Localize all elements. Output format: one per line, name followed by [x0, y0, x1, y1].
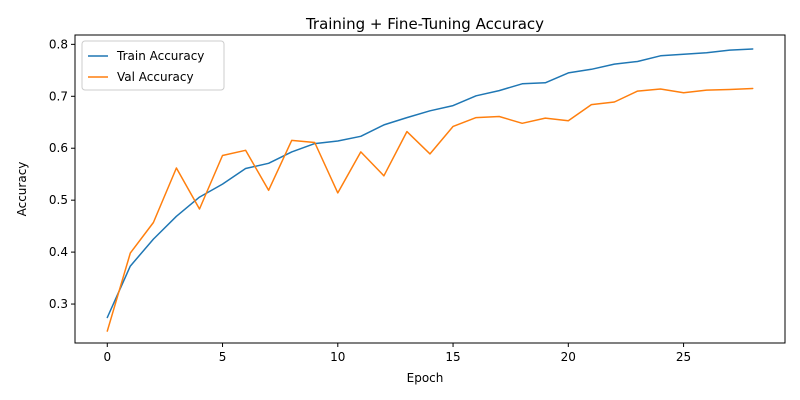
- x-tick-label: 10: [330, 350, 345, 364]
- x-tick-label: 20: [561, 350, 576, 364]
- y-tick-label: 0.6: [49, 141, 68, 155]
- x-tick-label: 5: [219, 350, 227, 364]
- legend: Train Accuracy Val Accuracy: [81, 40, 225, 91]
- chart-title: Training + Fine-Tuning Accuracy: [305, 15, 544, 33]
- x-tick-label: 25: [676, 350, 691, 364]
- y-tick-label: 0.5: [49, 193, 68, 207]
- y-tick-label: 0.4: [49, 245, 68, 259]
- x-axis: 0 5 10 15 20 25: [103, 343, 691, 364]
- y-tick-label: 0.7: [49, 89, 68, 103]
- x-axis-label: Epoch: [407, 371, 444, 385]
- legend-box: [81, 40, 225, 91]
- x-tick-label: 15: [445, 350, 460, 364]
- plot-area: [106, 48, 754, 332]
- y-axis-label: Accuracy: [15, 162, 29, 217]
- y-tick-label: 0.8: [49, 37, 68, 51]
- legend-label: Val Accuracy: [117, 70, 194, 84]
- series-line-val-accuracy: [106, 87, 754, 332]
- legend-label: Train Accuracy: [116, 49, 204, 63]
- plot-frame: [74, 34, 786, 344]
- series-line-train-accuracy: [106, 48, 754, 319]
- y-tick-label: 0.3: [49, 297, 68, 311]
- y-axis: 0.3 0.4 0.5 0.6 0.7 0.8: [49, 37, 75, 311]
- x-tick-label: 0: [103, 350, 111, 364]
